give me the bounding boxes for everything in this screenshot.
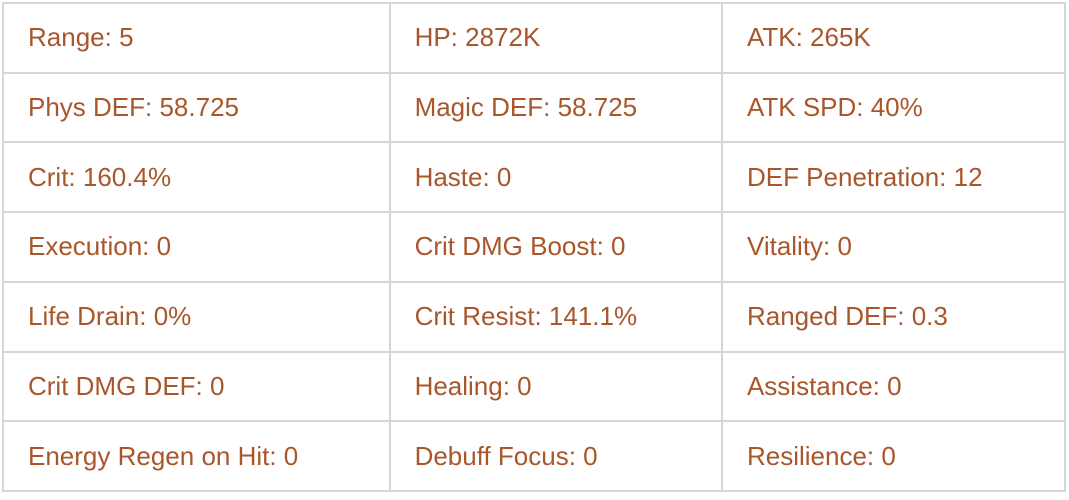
stat-cell-range: Range: 5: [2, 2, 391, 74]
stat-cell-magic-def: Magic DEF: 58.725: [388, 71, 723, 144]
stat-cell-healing: Healing: 0: [388, 350, 723, 423]
stat-cell-hp: HP: 2872K: [388, 2, 723, 74]
stat-cell-execution: Execution: 0: [2, 211, 391, 283]
stat-cell-ranged-def: Ranged DEF: 0.3: [720, 280, 1067, 353]
stat-cell-haste: Haste: 0: [388, 141, 723, 214]
stat-cell-atk: ATK: 265K: [720, 2, 1067, 74]
stat-cell-debuff-focus: Debuff Focus: 0: [388, 420, 723, 492]
stat-cell-energy-regen-on-hit: Energy Regen on Hit: 0: [2, 420, 391, 492]
stat-cell-life-drain: Life Drain: 0%: [2, 280, 391, 353]
stat-cell-crit: Crit: 160.4%: [2, 141, 391, 214]
stat-cell-crit-dmg-boost: Crit DMG Boost: 0: [388, 211, 723, 283]
table-row: Crit: 160.4% Haste: 0 DEF Penetration: 1…: [2, 141, 1067, 214]
stat-cell-resilience: Resilience: 0: [720, 420, 1067, 492]
stat-cell-crit-resist: Crit Resist: 141.1%: [388, 280, 723, 353]
stat-cell-phys-def: Phys DEF: 58.725: [2, 71, 391, 144]
table-row: Execution: 0 Crit DMG Boost: 0 Vitality:…: [2, 211, 1067, 283]
table-row: Crit DMG DEF: 0 Healing: 0 Assistance: 0: [2, 350, 1067, 423]
table-row: Phys DEF: 58.725 Magic DEF: 58.725 ATK S…: [2, 71, 1067, 144]
table-row: Life Drain: 0% Crit Resist: 141.1% Range…: [2, 280, 1067, 353]
stat-cell-def-penetration: DEF Penetration: 12: [720, 141, 1067, 214]
stat-cell-atk-spd: ATK SPD: 40%: [720, 71, 1067, 144]
stat-cell-assistance: Assistance: 0: [720, 350, 1067, 423]
stat-cell-vitality: Vitality: 0: [720, 211, 1067, 283]
stats-table: Range: 5 HP: 2872K ATK: 265K Phys DEF: 5…: [2, 2, 1067, 492]
table-row: Energy Regen on Hit: 0 Debuff Focus: 0 R…: [2, 420, 1067, 492]
stat-cell-crit-dmg-def: Crit DMG DEF: 0: [2, 350, 391, 423]
table-row: Range: 5 HP: 2872K ATK: 265K: [2, 2, 1067, 74]
